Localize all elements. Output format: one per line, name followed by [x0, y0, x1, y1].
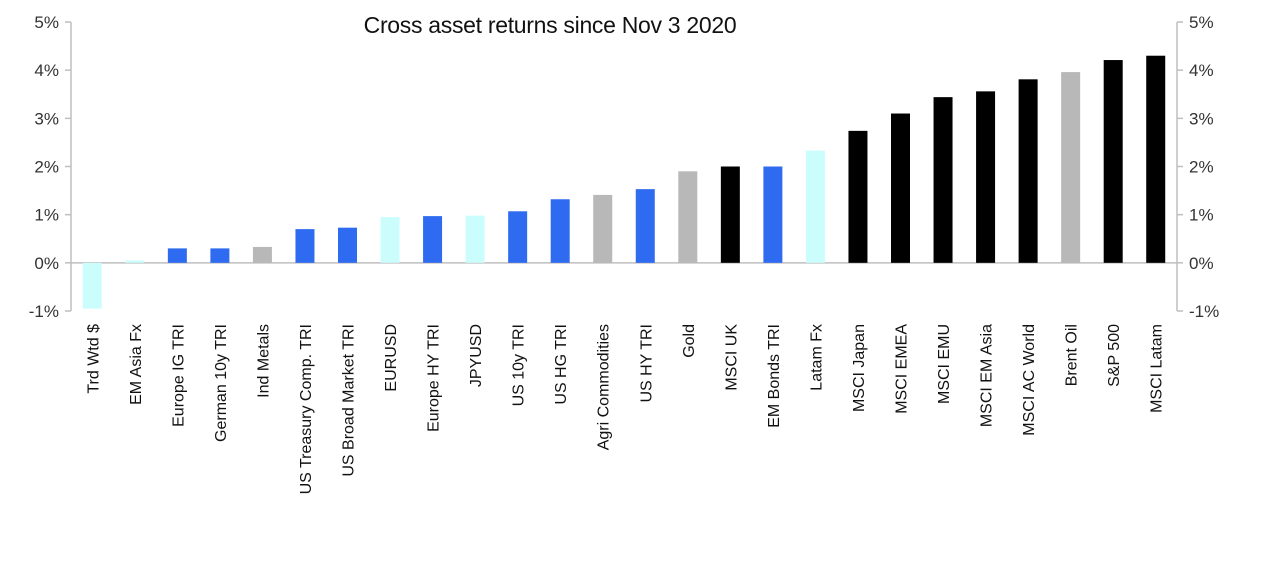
bar	[1018, 79, 1038, 263]
x-tick-label: Brent Oil	[1064, 324, 1081, 386]
x-tick-label: US HG TRI	[553, 324, 570, 405]
bar	[678, 171, 698, 263]
bar	[508, 211, 528, 263]
bar	[125, 260, 145, 263]
x-tick-label: MSCI Japan	[851, 324, 868, 412]
bar	[1103, 60, 1123, 263]
x-tick-label: Europe HY TRI	[426, 324, 443, 432]
bar	[763, 166, 783, 263]
x-tick-label: EURUSD	[383, 324, 400, 392]
bar	[805, 150, 825, 263]
left-y-tick-label: 0%	[34, 254, 59, 273]
bar	[635, 189, 655, 263]
bar	[891, 113, 910, 263]
x-tick-label: Ind Metals	[255, 324, 272, 398]
right-y-tick-label: -1%	[1189, 302, 1219, 321]
x-tick-label: JPYUSD	[468, 324, 485, 387]
bar	[338, 227, 357, 263]
left-y-tick-label: 2%	[34, 158, 59, 177]
right-y-tick-label: 1%	[1189, 206, 1214, 225]
right-y-tick-label: 0%	[1189, 254, 1214, 273]
chart-title: Cross asset returns since Nov 3 2020	[363, 12, 737, 38]
x-tick-label: German 10y TRI	[213, 324, 230, 442]
left-y-tick-label: 3%	[34, 109, 59, 128]
bar	[82, 262, 102, 309]
right-y-tick-label: 4%	[1189, 61, 1214, 80]
x-tick-label: EM Bonds TRI	[766, 324, 783, 428]
left-y-tick-label: -1%	[29, 302, 59, 321]
x-tick-label: MSCI Latam	[1149, 324, 1166, 413]
left-y-tick-label: 1%	[34, 206, 59, 225]
bar	[380, 217, 400, 263]
x-tick-label: MSCI EM Asia	[979, 324, 996, 427]
bar	[1061, 72, 1081, 263]
x-tick-label: Latam Fx	[808, 324, 825, 391]
bar	[933, 97, 953, 263]
x-tick-label: US HY TRI	[638, 324, 655, 403]
bar	[210, 248, 230, 263]
right-y-tick-label: 3%	[1189, 109, 1214, 128]
bar	[720, 166, 740, 263]
x-tick-label: MSCI EMEA	[894, 324, 911, 414]
x-tick-label: US Treasury Comp. TRI	[298, 324, 315, 494]
bar	[252, 246, 272, 263]
x-tick-label: US Broad Market TRI	[341, 324, 358, 477]
bar	[593, 194, 613, 263]
x-tick-label: US 10y TRI	[511, 324, 528, 406]
x-tick-label: Agri Commodities	[596, 324, 613, 450]
right-y-tick-label: 5%	[1189, 13, 1214, 32]
bar	[976, 91, 996, 263]
bar	[167, 248, 187, 263]
bar	[550, 199, 570, 263]
x-tick-label: MSCI UK	[723, 324, 740, 391]
bar	[848, 130, 868, 263]
bar	[295, 229, 315, 263]
bar	[465, 215, 485, 263]
bar	[423, 216, 443, 263]
x-tick-label: MSCI AC World	[1021, 324, 1038, 436]
x-tick-label: S&P 500	[1106, 324, 1123, 387]
x-tick-label: Trd Wtd $	[85, 324, 102, 394]
bar	[1146, 55, 1166, 263]
right-y-tick-label: 2%	[1189, 158, 1214, 177]
left-y-tick-label: 5%	[34, 13, 59, 32]
x-tick-label: Europe IG TRI	[170, 324, 187, 427]
x-tick-label: EM Asia Fx	[128, 324, 145, 405]
left-y-tick-label: 4%	[34, 61, 59, 80]
x-tick-label: MSCI EMU	[936, 324, 953, 404]
x-tick-label: Gold	[681, 324, 698, 358]
